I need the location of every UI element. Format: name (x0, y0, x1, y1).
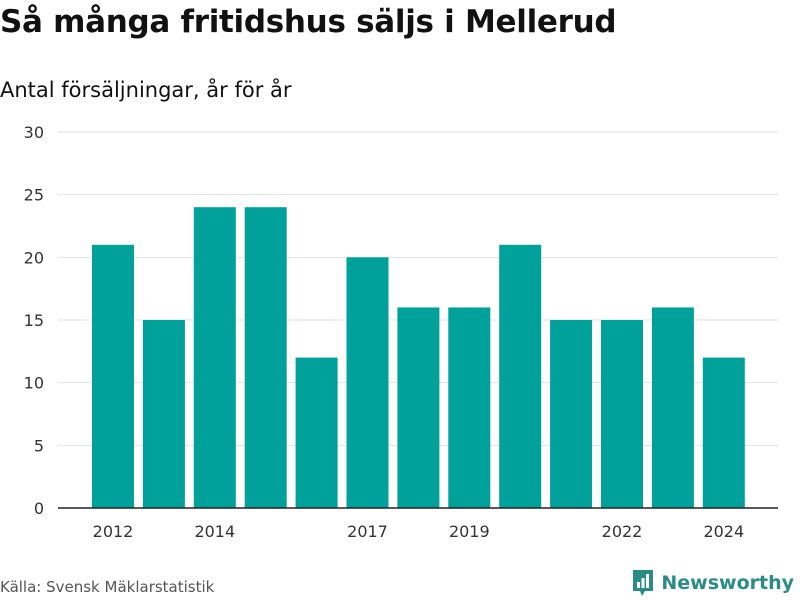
newsworthy-logo-icon (633, 570, 654, 596)
bar-2016 (295, 357, 338, 508)
bar-2020 (499, 244, 542, 509)
chart-title: Så många fritidshus säljs i Mellerud (0, 4, 617, 40)
x-tick-label: 2012 (93, 522, 134, 541)
bars (92, 207, 745, 509)
y-tick-label: 30 (24, 123, 44, 142)
bar-2017 (346, 257, 389, 508)
bar-chart: 0 5 10 15 20 25 30 2012 2014 2017 2019 2022 2024 (24, 123, 778, 541)
y-tick-label: 10 (24, 374, 44, 393)
bar-2018 (397, 307, 440, 508)
bar-2015 (244, 207, 287, 508)
x-tick-label: 2019 (449, 522, 490, 541)
bar-2021 (550, 320, 593, 508)
y-tick-labels: 0 5 10 15 20 25 30 (24, 123, 44, 518)
x-tick-label: 2014 (194, 522, 235, 541)
y-tick-label: 5 (34, 436, 44, 455)
chart-subtitle: Antal försäljningar, år för år (0, 78, 292, 102)
y-tick-label: 20 (24, 248, 44, 267)
bar-2023 (651, 307, 694, 508)
bar-2024 (702, 357, 745, 508)
y-tick-label: 15 (24, 311, 44, 330)
bar-2022 (601, 320, 643, 508)
bar-2014 (193, 207, 236, 508)
source-note: Källa: Svensk Mäklarstatistik (0, 578, 215, 596)
bar-2019 (448, 307, 491, 508)
bar-2012 (92, 244, 134, 509)
x-tick-label: 2024 (703, 522, 744, 541)
brand-logo: Newsworthy (632, 568, 794, 598)
y-tick-label: 25 (24, 186, 44, 205)
x-tick-label: 2022 (602, 522, 643, 541)
x-tick-labels: 2012 2014 2017 2019 2022 2024 (93, 522, 745, 541)
y-tick-label: 0 (34, 499, 44, 518)
brand-name: Newsworthy (661, 572, 794, 594)
x-tick-label: 2017 (347, 522, 388, 541)
bar-2013 (142, 320, 185, 508)
